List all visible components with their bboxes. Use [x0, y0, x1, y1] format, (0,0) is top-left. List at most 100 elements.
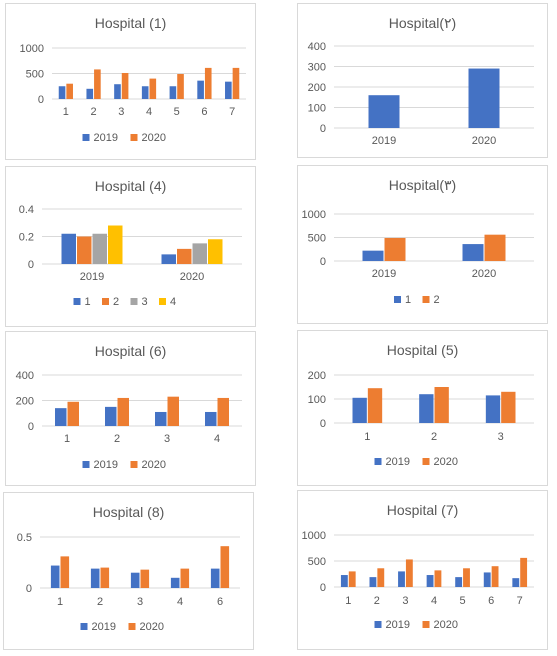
legend-label: 2019: [386, 619, 410, 631]
y-tick-label: 500: [308, 556, 326, 568]
bar-2020-3: [501, 391, 516, 423]
bar-2020-1: [66, 83, 73, 99]
y-tick-label: 1000: [302, 209, 326, 221]
y-tick-label: 100: [308, 103, 326, 115]
y-tick-label: 0.5: [17, 532, 32, 544]
bar-2019-7: [512, 578, 520, 587]
x-tick-label: 3: [164, 433, 170, 445]
x-tick-label: 6: [488, 595, 494, 607]
chart-h1-svg: Hospital (1) 0 500 1000 1 2 3 4 5 6 7 2019 2020: [20, 15, 246, 144]
legend-label: 1: [85, 296, 91, 308]
chart-h7-svg: Hospital (7) 0 500 1000 1 2 3 4 5 6 7 2019 2020: [302, 502, 534, 631]
legend-swatch: [130, 298, 138, 305]
x-tick-label: 4: [177, 596, 183, 608]
bar-2019-6: [210, 568, 220, 588]
bar-3-2020: [192, 243, 207, 264]
legend-swatch: [80, 623, 88, 630]
bar-2-2019: [77, 236, 92, 264]
bar-2019-2: [369, 577, 377, 587]
legend-label: 2: [434, 294, 440, 306]
y-tick-label: 200: [16, 396, 34, 408]
legend-swatch: [159, 298, 166, 305]
legend-swatch: [422, 296, 430, 303]
y-tick-label: 200: [308, 370, 326, 382]
y-tick-label: 100: [308, 394, 326, 406]
chart-h5-svg: Hospital (5) 0 100 200 1 2 3 2019 2020: [308, 342, 534, 468]
bar-2019-1: [58, 86, 66, 99]
bar-2020-4: [180, 568, 190, 588]
bar-2020-3: [405, 559, 413, 587]
x-tick-label: 2019: [372, 268, 396, 280]
legend-label: 2019: [94, 459, 118, 471]
legend-label: 2020: [140, 621, 164, 633]
bar-1-2020: [161, 254, 176, 264]
bar-2019-2: [419, 394, 434, 423]
bar-series-2020: [468, 68, 500, 128]
legend-label: 2020: [434, 619, 458, 631]
bar-2020-2: [94, 69, 101, 99]
x-tick-label: 3: [137, 596, 143, 608]
x-tick-label: 1: [64, 433, 70, 445]
bar-2020-5: [177, 74, 184, 99]
x-tick-label: 2019: [80, 271, 104, 283]
bar-2019-1: [352, 397, 367, 423]
chart-h2-svg: Hospital(۲) 0 100 200 300 400 2019 2020: [308, 15, 534, 147]
bar-2019-4: [141, 86, 149, 99]
bar-2019-2: [105, 406, 117, 426]
bar-2019-6: [483, 572, 491, 587]
y-tick-label: 400: [308, 41, 326, 53]
legend-swatch: [82, 461, 90, 468]
chart-panel-h1: Hospital (1) 0 500 1000 1 2 3 4 5 6 7 2019 2020: [5, 3, 256, 160]
y-tick-label: 400: [16, 370, 34, 382]
bar-2-2020: [177, 248, 192, 264]
y-tick-label: 0: [320, 256, 326, 268]
bar-2019-1: [55, 408, 67, 426]
legend-label: 2020: [142, 132, 166, 144]
bar-2020-7: [520, 557, 528, 587]
legend-label: 2020: [142, 459, 166, 471]
y-tick-label: 0: [320, 123, 326, 135]
y-tick-label: 200: [308, 82, 326, 94]
chart-panel-h8: Hospital (8) 0 0.5 1 2 3 4 6 2019 2020: [3, 492, 254, 650]
chart-title: Hospital (5): [387, 342, 459, 358]
legend-swatch: [374, 621, 382, 628]
x-tick-label: 2: [97, 596, 103, 608]
chart-panel-h6: Hospital (6) 0 200 400 1 2 3 4 2019 2020: [5, 331, 256, 486]
bar-2020-3: [121, 72, 129, 99]
bar-2020-4: [149, 78, 157, 99]
bar-2020-3: [140, 569, 150, 588]
x-tick-label: 7: [229, 106, 235, 118]
chart-title: Hospital (4): [95, 178, 167, 194]
x-tick-label: 1: [345, 595, 351, 607]
bar-2020-1: [67, 401, 79, 426]
chart-h8-svg: Hospital (8) 0 0.5 1 2 3 4 6 2019 2020: [17, 504, 240, 633]
x-tick-label: 2020: [180, 271, 204, 283]
bar-2020-4: [217, 397, 229, 426]
bar-2020-6: [204, 67, 212, 99]
bar-2019-3: [130, 572, 140, 588]
legend-label: 1: [405, 294, 411, 306]
legend-swatch: [82, 134, 90, 141]
chart-panel-h5: Hospital (5) 0 100 200 1 2 3 2019 2020: [297, 330, 548, 486]
x-tick-label: 2019: [372, 135, 396, 147]
x-tick-label: 3: [402, 595, 408, 607]
legend-label: 2019: [92, 621, 116, 633]
y-tick-label: 0: [28, 421, 34, 433]
bar-2019-3: [114, 84, 121, 99]
x-tick-label: 4: [214, 433, 220, 445]
bar-2019-1: [50, 565, 60, 588]
y-tick-label: 300: [308, 62, 326, 74]
chart-panel-h2: Hospital(۲) 0 100 200 300 400 2019 2020: [297, 3, 548, 158]
bar-2019-4: [426, 575, 434, 587]
y-tick-label: 1000: [302, 530, 326, 542]
legend-label: 2: [113, 296, 119, 308]
y-tick-label: 0: [320, 418, 326, 430]
x-tick-label: 2: [91, 106, 97, 118]
chart-title: Hospital(۳): [389, 177, 456, 193]
chart-h4-svg: Hospital (4) 0 0.2 0.4 2019 2020 1 2 3 4: [19, 178, 242, 308]
bar-4-2020: [208, 239, 223, 264]
legend-label: 2020: [434, 456, 458, 468]
bar-2020-1: [60, 556, 70, 588]
bar-2020-2: [377, 568, 385, 587]
chart-title: Hospital(۲): [389, 15, 456, 31]
